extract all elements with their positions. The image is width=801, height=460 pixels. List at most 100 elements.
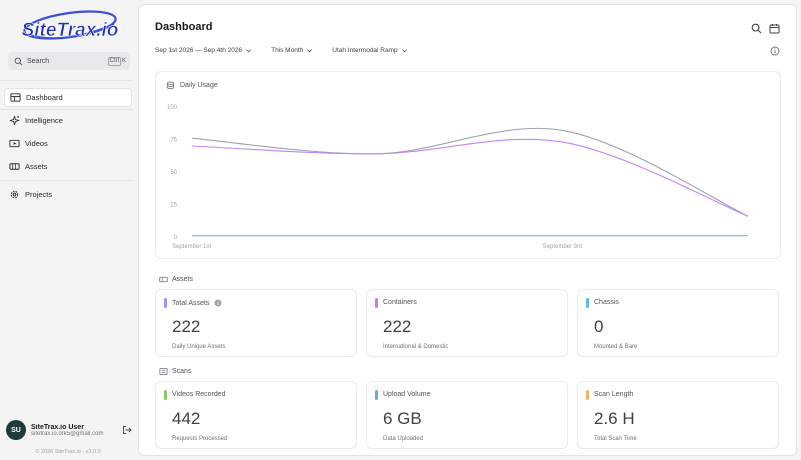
location-filter[interactable]: Utah Intermodal Ramp	[332, 47, 407, 54]
chevron-down-icon	[307, 49, 313, 53]
search-label: Search	[27, 57, 50, 65]
sidebar-item-label: Videos	[25, 139, 48, 148]
daily-usage-chart: 0 25 50 75 100 September 1st September 3rd	[167, 105, 749, 250]
info-icon[interactable]	[214, 299, 222, 307]
search-box[interactable]: Search Ctrl K	[8, 52, 130, 70]
card-title: Upload Volume	[383, 391, 430, 398]
nav-divider	[0, 180, 133, 181]
card-accent	[375, 390, 378, 400]
sidebar-item-dashboard[interactable]: Dashboard	[4, 88, 132, 107]
y-tick-label: 25	[170, 203, 177, 209]
scans-section-label: Scans	[159, 367, 191, 376]
avatar: SU	[6, 420, 26, 440]
card-title: Scan Length	[594, 391, 633, 398]
card-title-text: Containers	[383, 299, 417, 306]
date-range-filter[interactable]: Sep 1st 2026 — Sep 4th 2026	[155, 47, 252, 54]
sidebar-item-projects[interactable]: Projects	[4, 185, 132, 204]
sidebar-item-label: Dashboard	[26, 93, 63, 102]
y-tick-label: 100	[167, 105, 178, 111]
videos-recorded-card: Videos Recorded 442 Requests Processed	[155, 381, 357, 449]
card-subtitle: Daily Unique Assets	[172, 344, 226, 350]
search-icon[interactable]	[751, 23, 762, 34]
gear-icon	[10, 190, 19, 199]
y-tick-label: 50	[170, 170, 177, 176]
card-subtitle: Total Scan Time	[594, 436, 637, 442]
chart-title: Daily Usage	[166, 81, 218, 90]
card-title-text: Chassis	[594, 299, 619, 306]
card-subtitle: Data Uploaded	[383, 436, 424, 442]
search-shortcut: Ctrl K	[107, 56, 126, 66]
filter-bar: Sep 1st 2026 — Sep 4th 2026 This Month U…	[155, 47, 427, 54]
containers-card: Containers 222 International & Domestic	[366, 289, 568, 357]
section-label-text: Assets	[172, 276, 194, 283]
sidebar-item-label: Projects	[25, 190, 53, 199]
card-accent	[164, 298, 167, 308]
daily-usage-card: 0 25 50 75 100 September 1st September 3rd Dai…	[155, 71, 781, 259]
card-accent	[586, 390, 589, 400]
search-icon	[14, 57, 23, 65]
scan-length-card: Scan Length 2.6 H Total Scan Time	[577, 381, 779, 449]
main-panel: Dashboard Sep 1st 2026 — Sep 4th 2026 Th…	[138, 4, 797, 456]
sitetrax-logo[interactable]: SiteTrax.io	[22, 10, 120, 46]
period-filter[interactable]: This Month	[271, 47, 313, 54]
y-tick-label: 75	[170, 138, 177, 144]
scan-icon	[159, 367, 168, 376]
video-icon	[9, 139, 20, 148]
section-label-text: Scans	[172, 368, 192, 375]
shortcut-key: Ctrl	[107, 56, 121, 66]
sidebar-item-videos[interactable]: Videos	[4, 134, 132, 153]
calendar-icon[interactable]	[769, 23, 780, 34]
card-value: 6 GB	[383, 409, 422, 428]
x-tick-label: September 1st	[172, 244, 211, 250]
sparkles-icon	[9, 115, 20, 126]
database-icon	[166, 81, 175, 90]
card-title-text: Total Assets	[172, 299, 210, 307]
container-icon	[9, 163, 20, 170]
filter-label: This Month	[271, 47, 304, 54]
x-tick-label: September 3rd	[543, 244, 583, 250]
copyright: © 2026 SiteTrax.io - v3.0.0	[35, 449, 101, 455]
card-value: 0	[594, 317, 604, 336]
sidebar-item-label: Intelligence	[25, 116, 63, 125]
logout-icon[interactable]	[122, 425, 132, 435]
card-value: 2.6 H	[594, 409, 635, 428]
chassis-card: Chassis 0 Mounted & Bare	[577, 289, 779, 357]
container-icon	[159, 276, 168, 283]
logo-text: SiteTrax.io	[22, 20, 118, 41]
card-accent	[375, 298, 378, 308]
filter-label: Sep 1st 2026 — Sep 4th 2026	[155, 47, 243, 54]
card-title-text: Upload Volume	[383, 391, 431, 398]
card-title-text: Videos Recorded	[172, 391, 226, 398]
chevron-down-icon	[401, 49, 407, 53]
card-title: Videos Recorded	[172, 391, 226, 398]
upload-volume-card: Upload Volume 6 GB Data Uploaded	[366, 381, 568, 449]
series-line-1	[191, 127, 749, 217]
card-title: Total Assets	[172, 299, 222, 307]
nav-divider	[0, 109, 133, 110]
shortcut-letter: K	[121, 58, 126, 64]
dashboard-icon	[10, 93, 21, 102]
sidebar-item-intelligence[interactable]: Intelligence	[4, 111, 132, 130]
filter-label: Utah Intermodal Ramp	[332, 47, 398, 54]
card-subtitle: Mounted & Bare	[594, 344, 638, 350]
sidebar: SiteTrax.io Search Ctrl K Dashboard Inte…	[0, 0, 136, 460]
nav-divider	[0, 80, 133, 81]
card-subtitle: International & Domestic	[383, 344, 449, 350]
card-title: Chassis	[594, 299, 619, 306]
info-icon[interactable]	[770, 46, 780, 56]
page-title: Dashboard	[155, 21, 213, 33]
chart-title-text: Daily Usage	[180, 82, 218, 89]
sidebar-item-label: Assets	[25, 162, 48, 171]
user-profile[interactable]: SU SiteTrax.io User sitetrax.io.ork5@gma…	[6, 419, 132, 441]
card-value: 222	[172, 317, 201, 336]
card-title-text: Scan Length	[594, 391, 634, 398]
card-accent	[586, 298, 589, 308]
card-value: 222	[383, 317, 412, 336]
series-line-2	[191, 138, 749, 217]
assets-section-label: Assets	[159, 275, 193, 284]
y-tick-label: 0	[174, 235, 178, 241]
sidebar-item-assets[interactable]: Assets	[4, 157, 132, 176]
card-title: Containers	[383, 299, 417, 306]
user-name: SiteTrax.io User	[31, 423, 84, 431]
card-value: 442	[172, 409, 201, 428]
